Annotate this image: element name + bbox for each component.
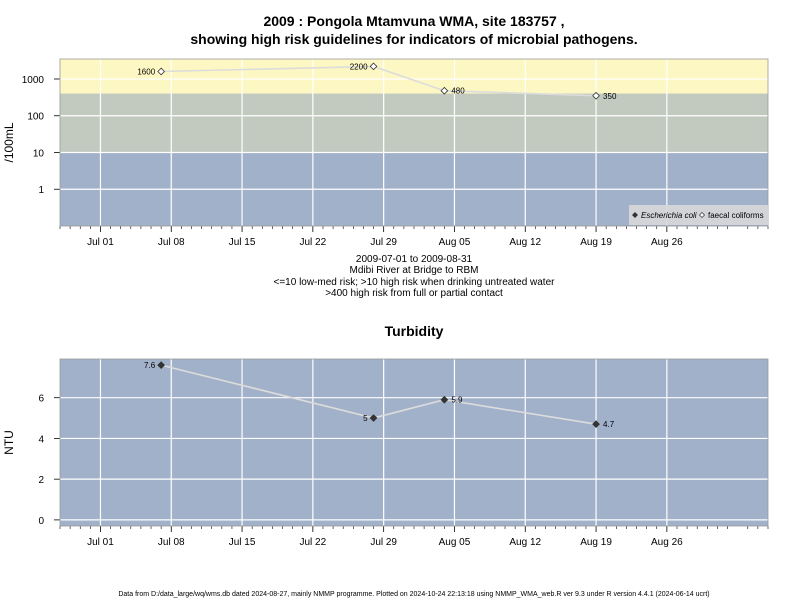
plot-frame	[59, 358, 769, 527]
y-tick-label: 2	[38, 475, 44, 486]
data-point	[440, 86, 449, 95]
legend-label: faecal coliforms	[708, 211, 764, 220]
y-tick-label: 1000	[22, 75, 45, 86]
chart-title-line-2: showing high risk guidelines for indicat…	[190, 31, 637, 47]
x-tick-label: Aug 05	[439, 237, 471, 248]
turbidity-panel: Jul 01 Jul 08 Jul 15 Jul 22 Jul 29 Aug 05 Aug …	[2, 358, 769, 548]
data-point	[369, 62, 378, 71]
y-tick-label: 1	[38, 185, 44, 196]
x-tick-label: Jul 08	[158, 537, 185, 548]
legend-box	[629, 205, 768, 225]
series-line	[161, 65, 597, 97]
x-tick-label: Jul 01	[87, 537, 114, 548]
x-tick-label: Jul 08	[158, 237, 185, 248]
y-tick-label: 6	[38, 394, 44, 405]
legend-label: Escherichia coli	[641, 211, 697, 220]
x-tick-label: Jul 15	[229, 537, 256, 548]
y-tick-label: 10	[33, 148, 45, 159]
data-point	[369, 414, 378, 422]
data-label: 7.6	[144, 361, 156, 370]
date-range-caption: 2009-07-01 to 2009-08-31	[356, 254, 473, 265]
y-tick-label: 100	[27, 112, 44, 123]
drinking-risk-caption: <=10 low-med risk; >10 high risk when dr…	[274, 277, 556, 288]
x-tick-label: Aug 19	[580, 537, 612, 548]
data-point	[592, 420, 600, 429]
contact-risk-caption: >400 high risk from full or partial cont…	[325, 288, 503, 299]
site-caption: Mdibi River at Bridge to RBM	[350, 265, 479, 276]
data-label: 480	[451, 87, 465, 96]
turbidity-title: Turbidity	[385, 323, 444, 339]
y-axis-label: /100mL	[2, 122, 16, 162]
data-point	[157, 361, 166, 369]
data-label: 5.9	[451, 396, 463, 405]
x-tick-label: Aug 12	[509, 237, 541, 248]
plot-frame	[59, 58, 769, 227]
x-tick-label: Aug 05	[439, 537, 471, 548]
microbial-panel: Jul 01 Jul 08 Jul 15 Jul 22 Jul 29 Aug 05 Aug …	[2, 58, 769, 248]
data-label: 2200	[350, 62, 368, 71]
risk-band	[60, 93, 768, 153]
x-tick-label: Aug 26	[651, 237, 683, 248]
data-point	[157, 67, 166, 76]
x-tick-label: Aug 19	[580, 237, 612, 248]
footer-note: Data from D:/data_large/wq/wms.db dated …	[118, 591, 709, 598]
x-tick-label: Jul 29	[370, 237, 397, 248]
x-tick-label: Jul 29	[370, 537, 397, 548]
data-label: 5	[363, 414, 368, 423]
data-label: 350	[603, 92, 617, 101]
data-label: 1600	[137, 67, 155, 76]
y-tick-label: 0	[38, 516, 44, 527]
legend-marker	[632, 212, 638, 218]
x-tick-label: Jul 01	[87, 237, 114, 248]
legend-marker	[699, 212, 705, 218]
data-point	[440, 395, 449, 404]
y-axis-label: NTU	[2, 430, 16, 455]
plot-background	[60, 359, 768, 526]
x-tick-label: Jul 22	[300, 237, 327, 248]
data-point	[592, 91, 600, 100]
risk-band	[60, 59, 768, 94]
data-label: 4.7	[603, 420, 615, 429]
series-line	[160, 364, 597, 425]
y-tick-label: 4	[38, 434, 44, 445]
x-tick-label: Aug 26	[651, 537, 683, 548]
x-tick-label: Jul 22	[300, 537, 327, 548]
x-tick-label: Jul 15	[229, 237, 256, 248]
chart-title-line-1: 2009 : Pongola Mtamvuna WMA, site 183757…	[263, 13, 564, 29]
x-tick-label: Aug 12	[509, 537, 541, 548]
